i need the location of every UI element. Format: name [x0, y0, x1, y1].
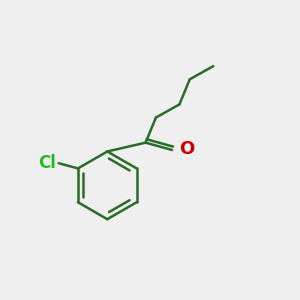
Text: O: O — [179, 140, 195, 158]
Text: Cl: Cl — [38, 154, 56, 172]
